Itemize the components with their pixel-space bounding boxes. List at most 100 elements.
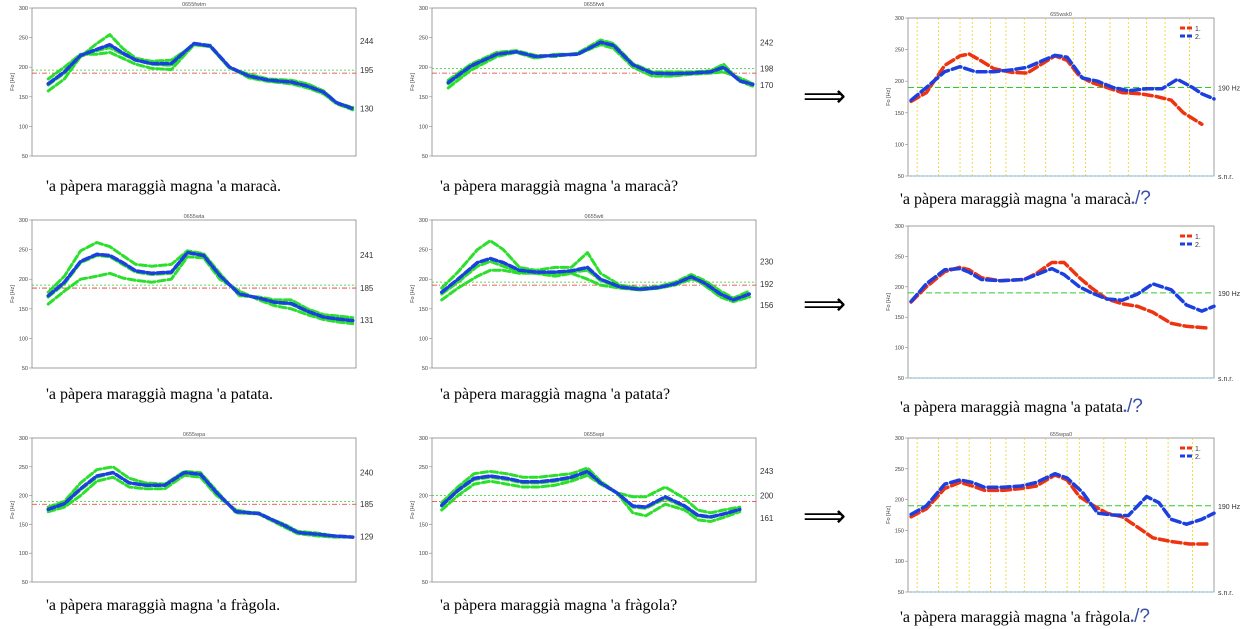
chart-svg-2: 0655fwti 50 100 150 200 250 300 Fo [Hz] 242 198 17… xyxy=(410,2,774,160)
chart5-right-label-0: 230 xyxy=(760,257,774,266)
chart-svg-7: 0655wpa 50 100 150 200 250 300 Fo [Hz] 240 185 129 xyxy=(10,432,374,586)
chart1-plot-frame xyxy=(31,7,357,157)
chart5-plot-frame xyxy=(431,219,757,369)
chart1-ytick-label-1: 100 xyxy=(19,124,28,130)
chart1-ylabel: Fo [Hz] xyxy=(10,73,16,91)
chart7-ytick-label-1: 100 xyxy=(19,551,28,557)
caption-row3-left: 'a pàpera maraggià magna 'a fràgola. xyxy=(46,597,281,614)
chart5-right-label-2: 156 xyxy=(760,301,774,310)
chart2-ytick-label-3: 200 xyxy=(419,65,428,71)
chart6-ylabel: Fo [Hz] xyxy=(886,293,892,311)
chart7-plot-frame xyxy=(31,437,357,583)
chart7-title: 0655wpa xyxy=(183,432,206,438)
chart4-ytick-label-3: 200 xyxy=(19,277,28,283)
chart3-right-label-0: 190 Hz xyxy=(1218,86,1241,93)
chart3-ytick-label-0: 50 xyxy=(898,174,904,180)
chart6-series-line-1 xyxy=(909,266,1216,313)
chart8-ylabel: Fo [Hz] xyxy=(410,501,416,519)
chart4-right-label-0: 241 xyxy=(360,251,374,260)
caption-row2-right-text: 'a pàpera maraggià magna 'a patata xyxy=(900,399,1123,416)
caption-row1-right-sep: . xyxy=(1130,191,1135,208)
chart9-ytick-label-5: 300 xyxy=(895,436,904,442)
chart4-ytick-label-0: 50 xyxy=(22,366,28,372)
chart-panel-7: 0655wpa 50 100 150 200 250 300 Fo [Hz] 240 185 129 xyxy=(0,432,390,602)
chart4-title: 0655wta xyxy=(184,214,206,220)
chart8-ytick-label-3: 200 xyxy=(419,494,428,500)
chart4-ytick-label-1: 100 xyxy=(19,336,28,342)
chart8-series-line-3 xyxy=(439,469,742,519)
chart4-plot-frame xyxy=(31,219,357,369)
chart3-ytick-label-4: 250 xyxy=(895,48,904,54)
caption-row3-middle: 'a pàpera maraggià magna 'a fràgola? xyxy=(440,597,678,614)
chart-panel-2: 0655fwti 50 100 150 200 250 300 Fo [Hz] 242 198 17… xyxy=(400,2,790,176)
caption-row3-right: 'a pàpera maraggià magna 'a fràgola./? xyxy=(900,606,1150,628)
chart3-ytick-label-1: 100 xyxy=(895,142,904,148)
chart-svg-6: 50 100 150 200 250 300 Fo [Hz] 190 Hz s.n.r. 1.2. xyxy=(886,224,1241,383)
chart6-ytick-label-0: 50 xyxy=(898,376,904,382)
chart8-ytick-label-5: 300 xyxy=(419,436,428,442)
chart-panel-9: 655wpa0 50 100 150 200 250 300 Fo [Hz] 190 Hz s.n… xyxy=(870,424,1255,604)
chart6-right-label-0: 190 Hz xyxy=(1218,291,1241,298)
chart9-ytick-label-2: 150 xyxy=(895,528,904,534)
chart-panel-6: 50 100 150 200 250 300 Fo [Hz] 190 Hz s.n.r. 1. 2. xyxy=(870,214,1255,392)
chart9-series-line-1 xyxy=(909,471,1216,526)
chart9-right-label-1: s.n.r. xyxy=(1218,590,1233,597)
chart2-title: 0655fwti xyxy=(584,2,605,8)
chart-panel-1: 0655fwtm 50 100 150 200 250 300 Fo [Hz] 244 195 13… xyxy=(0,2,390,176)
chart4-right-label-1: 185 xyxy=(360,284,374,293)
chart8-series-line-2 xyxy=(440,466,742,515)
caption-row2-middle: 'a pàpera maraggià magna 'a patata? xyxy=(440,386,671,403)
chart8-right-label-1: 200 xyxy=(760,492,774,501)
chart7-ytick-label-5: 300 xyxy=(19,436,28,442)
chart4-series-line-2 xyxy=(46,241,355,320)
chart4-ytick-label-5: 300 xyxy=(19,218,28,224)
arrow-row1: ⟹ xyxy=(803,79,847,114)
chart-svg-9: 655wpa0 50 100 150 200 250 300 Fo [Hz] 190 Hz s.n… xyxy=(886,432,1241,597)
chart2-right-label-2: 170 xyxy=(760,81,774,90)
chart7-ytick-label-0: 50 xyxy=(22,580,28,586)
chart2-plot-frame xyxy=(431,7,757,157)
chart8-ytick-label-0: 50 xyxy=(422,580,428,586)
caption-row1-right-text: 'a pàpera maraggià magna 'a maracà xyxy=(900,191,1131,208)
chart8-right-label-0: 243 xyxy=(760,467,774,476)
chart5-right-label-1: 192 xyxy=(760,280,774,289)
caption-row1-right: 'a pàpera maraggià magna 'a maracà./? xyxy=(900,188,1151,210)
chart1-ytick-label-2: 150 xyxy=(19,95,28,101)
chart2-ytick-label-2: 150 xyxy=(419,95,428,101)
chart6-ytick-label-1: 100 xyxy=(895,346,904,352)
chart8-ytick-label-1: 100 xyxy=(419,551,428,557)
chart-svg-1: 0655fwtm 50 100 150 200 250 300 Fo [Hz] 244 195 13… xyxy=(10,2,374,160)
chart8-series-line-0 xyxy=(440,473,742,523)
chart-svg-4: 0655wta 50 100 150 200 250 300 Fo [Hz] 241 185 131 xyxy=(10,214,374,372)
chart2-series-line-3 xyxy=(446,40,755,87)
chart5-ytick-label-4: 250 xyxy=(419,248,428,254)
chart5-title: 0655wti xyxy=(585,214,604,220)
chart8-ytick-label-2: 150 xyxy=(419,522,428,528)
chart9-series-line-0 xyxy=(909,473,1210,546)
chart-svg-3: 655wsk0 50 100 150 200 250 300 Fo [Hz] 190 Hz s.n… xyxy=(886,12,1241,181)
chart6-series-line-0 xyxy=(909,260,1210,330)
chart4-series-line-3 xyxy=(46,250,355,323)
chart9-ytick-label-1: 100 xyxy=(895,559,904,565)
chart3-title: 655wsk0 xyxy=(1050,12,1072,18)
chart5-ytick-label-3: 200 xyxy=(419,277,428,283)
chart2-right-label-0: 242 xyxy=(760,38,774,47)
chart5-ytick-label-1: 100 xyxy=(419,336,428,342)
chart1-title: 0655fwtm xyxy=(182,2,206,8)
chart6-right-label-1: s.n.r. xyxy=(1218,376,1233,383)
chart7-right-label-2: 129 xyxy=(360,532,374,541)
chart1-right-label-0: 244 xyxy=(360,37,374,46)
chart7-ylabel: Fo [Hz] xyxy=(10,501,16,519)
chart-svg-8: 0655wpi 50 100 150 200 250 300 Fo [Hz] 243 200 161 xyxy=(410,432,774,586)
chart1-ytick-label-4: 250 xyxy=(19,36,28,42)
chart1-ytick-label-0: 50 xyxy=(22,154,28,160)
chart9-ytick-label-3: 200 xyxy=(895,498,904,504)
chart2-ytick-label-5: 300 xyxy=(419,6,428,12)
chart9-ytick-label-4: 250 xyxy=(895,467,904,473)
chart7-ytick-label-3: 200 xyxy=(19,494,28,500)
chart3-ylabel: Fo [Hz] xyxy=(886,88,892,106)
chart3-legend-label-0: 1. xyxy=(1195,26,1201,33)
chart9-title: 655wpa0 xyxy=(1050,432,1072,438)
chart1-ytick-label-3: 200 xyxy=(19,65,28,71)
chart2-right-label-1: 198 xyxy=(760,64,774,73)
